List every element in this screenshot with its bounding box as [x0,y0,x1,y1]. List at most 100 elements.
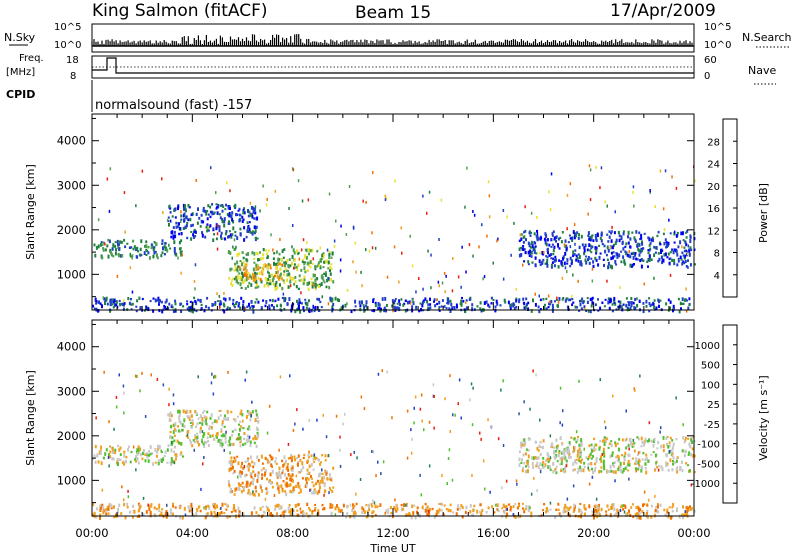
velocity-echo-cell [183,409,185,413]
velocity-scatter-cell [245,379,247,382]
velocity-echo-cell [235,509,237,512]
velocity-echo-cell [138,461,140,464]
velocity-echo-cell [261,455,263,459]
power-echo-cell [132,240,134,243]
power-echo-cell [676,250,678,254]
power-echo-cell [235,276,237,280]
power-scatter-cell [283,293,285,296]
power-echo-cell [636,304,638,308]
velocity-echo-cell [315,490,317,494]
velocity-echo-cell [96,507,98,510]
velocity-echo-cell [685,437,687,439]
power-echo-cell [595,303,597,306]
velocity-echo-cell [540,441,542,444]
velocity-echo-cell [203,420,205,422]
velocity-scatter-cell [323,414,325,417]
power-echo-cell [224,208,226,210]
power-echo-cell [541,262,543,265]
power-echo-cell [553,230,555,233]
velocity-echo-cell [592,455,594,457]
velocity-echo-cell [572,469,574,472]
power-echo-cell [206,226,208,229]
power-echo-cell [627,236,629,238]
power-echo-cell [206,210,208,212]
velocity-echo-cell [260,507,262,511]
velocity-scatter-cell [419,474,421,477]
velocity-echo-cell [119,459,121,462]
velocity-echo-cell [638,466,640,468]
velocity-echo-cell [618,455,620,459]
power-echo-cell [335,297,337,301]
power-scatter-cell [398,281,400,284]
power-echo-cell [524,230,526,233]
power-echo-cell [581,307,583,310]
power-echo-cell [286,279,288,283]
velocity-echo-cell [519,458,521,462]
nsky-noise-trace [92,34,694,46]
power-echo-cell [520,238,522,241]
velocity-echo-cell [287,466,289,469]
velocity-echo-cell [178,416,180,420]
power-scatter-cell [482,277,484,280]
power-echo-cell [545,255,547,257]
velocity-echo-cell [645,462,647,466]
velocity-scatter-cell [249,436,251,439]
power-echo-cell [444,305,446,308]
velocity-echo-cell [322,480,324,484]
velocity-echo-cell [472,509,474,513]
power-echo-cell [123,239,125,242]
velocity-echo-cell [616,509,618,513]
power-echo-cell [233,304,235,307]
power-echo-cell [571,239,573,242]
power-scatter-cell [226,182,228,185]
velocity-scatter-cell [471,474,473,477]
power-scatter-cell [561,263,563,266]
power-echo-cell [372,299,374,303]
power-echo-cell [304,271,306,273]
power-echo-cell [321,306,323,308]
power-echo-cell [112,255,114,258]
velocity-panel-frame [92,320,694,516]
power-echo-cell [597,233,599,236]
velocity-echo-cell [636,463,638,465]
velocity-scatter-cell [200,488,202,491]
velocity-scatter-cell [123,385,125,388]
power-echo-cell [600,253,602,255]
velocity-echo-cell [246,415,248,419]
velocity-echo-cell [583,468,585,472]
power-echo-cell [262,257,264,259]
power-echo-cell [411,305,413,308]
velocity-echo-cell [109,450,111,453]
power-echo-cell [684,299,686,302]
velocity-echo-cell [576,459,578,461]
velocity-echo-cell [290,513,292,516]
velocity-echo-cell [632,458,634,460]
velocity-echo-cell [540,453,542,456]
power-echo-cell [262,270,264,273]
velocity-scatter-cell [214,438,216,441]
power-echo-cell [101,256,103,259]
power-echo-cell [355,305,357,307]
velocity-echo-cell [243,432,245,435]
power-echo-cell [258,277,260,280]
velocity-echo-cell [564,449,566,451]
velocity-echo-cell [682,449,684,452]
power-echo-cell [447,298,449,302]
power-echo-cell [591,246,593,249]
velocity-scatter-cell [648,499,650,502]
power-echo-cell [587,249,589,252]
power-echo-cell [129,302,131,305]
power-echo-cell [559,247,561,249]
velocity-echo-cell [473,505,475,508]
power-scatter-cell [427,250,429,253]
velocity-echo-cell [676,509,678,512]
power-echo-cell [223,303,225,307]
power-echo-cell [202,220,204,223]
power-echo-cell [232,299,234,302]
power-echo-cell [237,277,239,279]
power-echo-cell [158,300,160,304]
power-echo-cell [529,250,531,253]
velocity-scatter-cell [589,483,591,486]
velocity-echo-cell [594,505,596,509]
power-echo-cell [200,299,202,303]
